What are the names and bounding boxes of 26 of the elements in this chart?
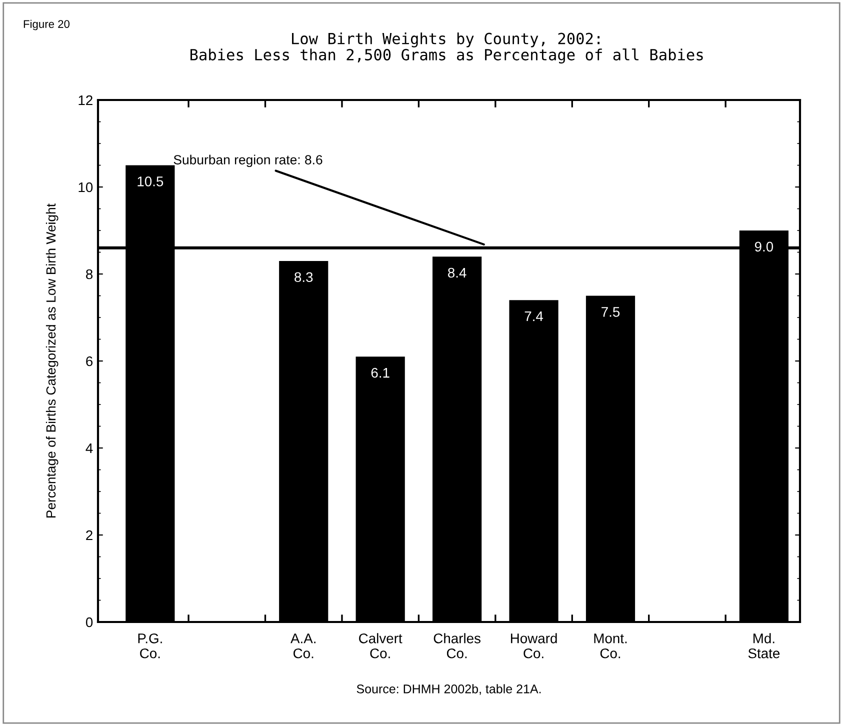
ref-line-label: Suburban region rate: 8.6 bbox=[174, 154, 322, 168]
x-tick-label: Mont. Co. bbox=[594, 634, 627, 658]
data-label: 7.5 bbox=[602, 307, 620, 317]
x-tick-label: Charles Co. bbox=[434, 633, 480, 658]
y-tick-label: 10 bbox=[78, 182, 93, 192]
x-tick-label: Md. State bbox=[748, 633, 780, 658]
data-label: 8.4 bbox=[448, 268, 466, 278]
y-tick-label: 8 bbox=[86, 269, 93, 280]
data-label: 10.5 bbox=[138, 176, 164, 186]
y-tick-label: 0 bbox=[86, 617, 93, 628]
y-tick-label: 6 bbox=[86, 356, 93, 366]
chart-title: Low Birth Weights by County, 2002: Babies Less than 2,500 Grams as Percentage of all Babies bbox=[190, 32, 703, 64]
data-label: 7.4 bbox=[524, 311, 544, 322]
data-label: 9.0 bbox=[754, 242, 774, 252]
x-tick-label: Howard Co. bbox=[510, 633, 557, 658]
x-tick-label: Calvert Co. bbox=[359, 633, 402, 658]
x-tick-label: P.G. Co. bbox=[138, 633, 162, 658]
data-label: 8.3 bbox=[294, 272, 313, 282]
y-axis-title: Percentage of Births Categorized as Low Birth Weight bbox=[46, 204, 58, 518]
x-tick-label: A.A. Co. bbox=[290, 634, 316, 658]
y-tick-label: 4 bbox=[86, 443, 93, 454]
y-tick-label: 2 bbox=[86, 530, 92, 540]
data-label: 6.1 bbox=[371, 368, 390, 378]
caption: Figure 20 bbox=[24, 20, 70, 30]
y-tick-label: 12 bbox=[78, 95, 92, 106]
source-note: Source: DHMH 2002b, table 21A. bbox=[356, 684, 541, 695]
